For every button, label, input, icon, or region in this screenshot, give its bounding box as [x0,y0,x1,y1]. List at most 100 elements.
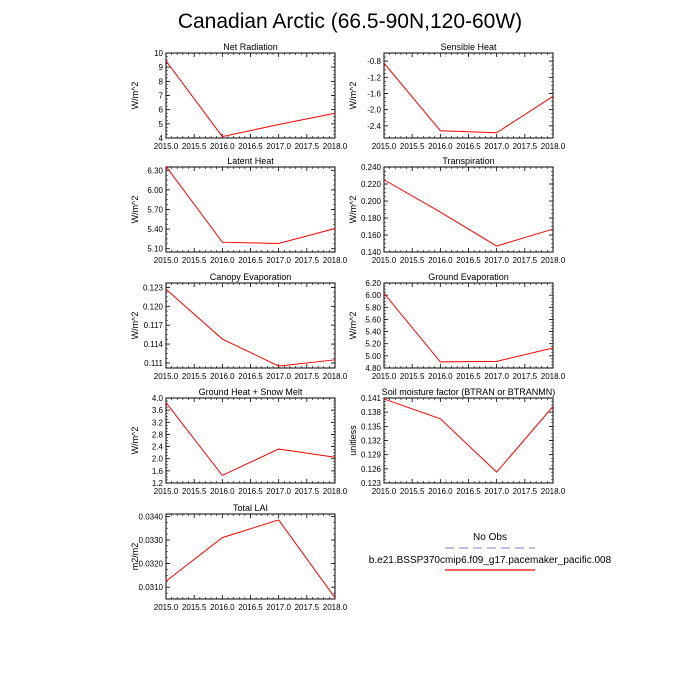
panel-4-xtick-label: 2016.0 [428,256,453,265]
panel-6-xtick-label: 2015.0 [372,372,397,381]
panel-1-xtick-label: 2016.0 [210,142,235,151]
panel-2-xtick-label: 2017.0 [484,142,509,151]
panel-8-ylabel: unitless [348,425,358,456]
panel-3-xtick-label: 2017.5 [295,256,320,265]
panel-8-xtick-label: 2015.0 [372,487,397,496]
panel-2-series-line [383,62,554,134]
panel-6-ytick-label: 5.60 [365,315,381,324]
panel-3-title: Latent Heat [227,156,274,166]
panel-7-ytick-label: 3.6 [152,406,164,415]
panel-7-xtick-label: 2016.5 [238,487,263,496]
panel-1-ytick-label: 10 [154,49,163,58]
panel-4-xtick-label: 2017.5 [513,256,538,265]
panel-4-ytick-label: 0.160 [361,231,382,240]
panel-6-ytick-label: 5.00 [365,352,381,361]
panel-9-xtick-label: 2018.0 [323,603,348,612]
legend-obs-line [445,547,535,549]
panel-6-title: Ground Evaporation [428,272,509,282]
panel-1-xtick-label: 2015.5 [182,142,207,151]
panel-5-series-line [165,288,336,367]
panel-5-xtick-label: 2015.5 [182,372,207,381]
panel-1-ytick-label: 7 [159,92,164,101]
panel-9-title: Total LAI [233,503,268,513]
panel-4-xtick-label: 2015.5 [400,256,425,265]
panel-7-xtick-label: 2018.0 [323,487,348,496]
panel-4-series-line [383,179,554,247]
panel-5-xtick-label: 2018.0 [323,372,348,381]
panel-3-xtick-label: 2015.0 [154,256,179,265]
panel-2-xtick-label: 2018.0 [541,142,566,151]
panel-9-ylabel: m2/m2 [130,543,140,571]
panel-7-frame [165,397,336,484]
panel-9-ytick-label: 0.0310 [139,583,164,592]
panel-6-ytick-label: 5.40 [365,328,381,337]
panel-6-frame [383,282,554,369]
panel-9-ytick-label: 0.0340 [139,512,164,521]
panel-8-xtick-label: 2015.5 [400,487,425,496]
panel-7-ytick-label: 4.0 [152,394,164,403]
panel-2-ytick-label: -2.4 [367,122,381,131]
panel-2-title: Sensible Heat [440,42,497,52]
panel-3-ytick-label: 6.30 [147,166,163,175]
panel-9-series-line [165,519,336,599]
panel-5-ytick-label: 0.123 [143,283,164,292]
panel-1-ytick-label: 6 [159,106,164,115]
panel-7-xtick-label: 2017.5 [295,487,320,496]
panel-9-xtick-label: 2015.0 [154,603,179,612]
panel-5-xtick-label: 2017.0 [266,372,291,381]
panel-8-ytick-label: 0.138 [361,408,382,417]
panel-7-ylabel: W/m^2 [130,427,140,455]
panel-2-ytick-label: -1.6 [367,89,381,98]
panel-4-ytick-label: 0.220 [361,180,382,189]
panel-5-xtick-label: 2015.0 [154,372,179,381]
panel-6-xtick-label: 2016.5 [456,372,481,381]
panel-8-xtick-label: 2017.0 [484,487,509,496]
panel-2-xtick-label: 2015.0 [372,142,397,151]
panel-2-frame [383,52,554,139]
panel-8-xtick-label: 2018.0 [541,487,566,496]
panel-3-frame [165,166,336,253]
panel-2-ylabel: W/m^2 [348,82,358,110]
panel-4-frame [383,166,554,253]
panel-9-xtick-label: 2015.5 [182,603,207,612]
panel-8-ytick-label: 0.141 [361,394,382,403]
panel-8-ytick-label: 0.135 [361,422,382,431]
panel-3-ytick-label: 5.10 [147,245,163,254]
panel-1-xtick-label: 2015.0 [154,142,179,151]
panel-3-ytick-label: 5.40 [147,225,163,234]
panel-7-ytick-label: 3.2 [152,418,164,427]
panel-2-ytick-label: -2.0 [367,106,381,115]
panel-1-xtick-label: 2018.0 [323,142,348,151]
panel-4-xtick-label: 2016.5 [456,256,481,265]
panel-8-xtick-label: 2016.0 [428,487,453,496]
panel-5-xtick-label: 2016.0 [210,372,235,381]
panel-6-series-line [383,293,554,363]
panel-1-ylabel: W/m^2 [130,82,140,110]
panel-1-series-line [165,60,336,138]
panel-9-frame [165,513,336,600]
panel-7-series-line [165,402,336,477]
panel-2-xtick-label: 2015.5 [400,142,425,151]
panel-6-xtick-label: 2016.0 [428,372,453,381]
panel-2-ytick-label: -0.8 [367,57,381,66]
panel-8-ytick-label: 0.132 [361,437,382,446]
panel-7-ytick-label: 2.8 [152,430,164,439]
legend-model-label: b.e21.BSSP370cmip6.f09_g17.pacemaker_pac… [368,555,612,566]
panel-7-xtick-label: 2017.0 [266,487,291,496]
panel-2-xtick-label: 2016.0 [428,142,453,151]
panel-9-xtick-label: 2016.0 [210,603,235,612]
panel-7-ytick-label: 2.0 [152,455,164,464]
panel-3-ytick-label: 6.00 [147,186,163,195]
panel-1-ytick-label: 5 [159,120,164,129]
panel-8-title: Soil moisture factor (BTRAN or BTRANMN) [382,387,556,397]
panel-1-xtick-label: 2016.5 [238,142,263,151]
panel-6-xtick-label: 2015.5 [400,372,425,381]
panel-8-ytick-label: 0.123 [361,479,382,488]
panel-1-ytick-label: 4 [159,134,164,143]
panel-1-xtick-label: 2017.5 [295,142,320,151]
panel-4-xtick-label: 2015.0 [372,256,397,265]
panel-4-xtick-label: 2017.0 [484,256,509,265]
panel-7-xtick-label: 2015.0 [154,487,179,496]
panel-8-ytick-label: 0.126 [361,465,382,474]
